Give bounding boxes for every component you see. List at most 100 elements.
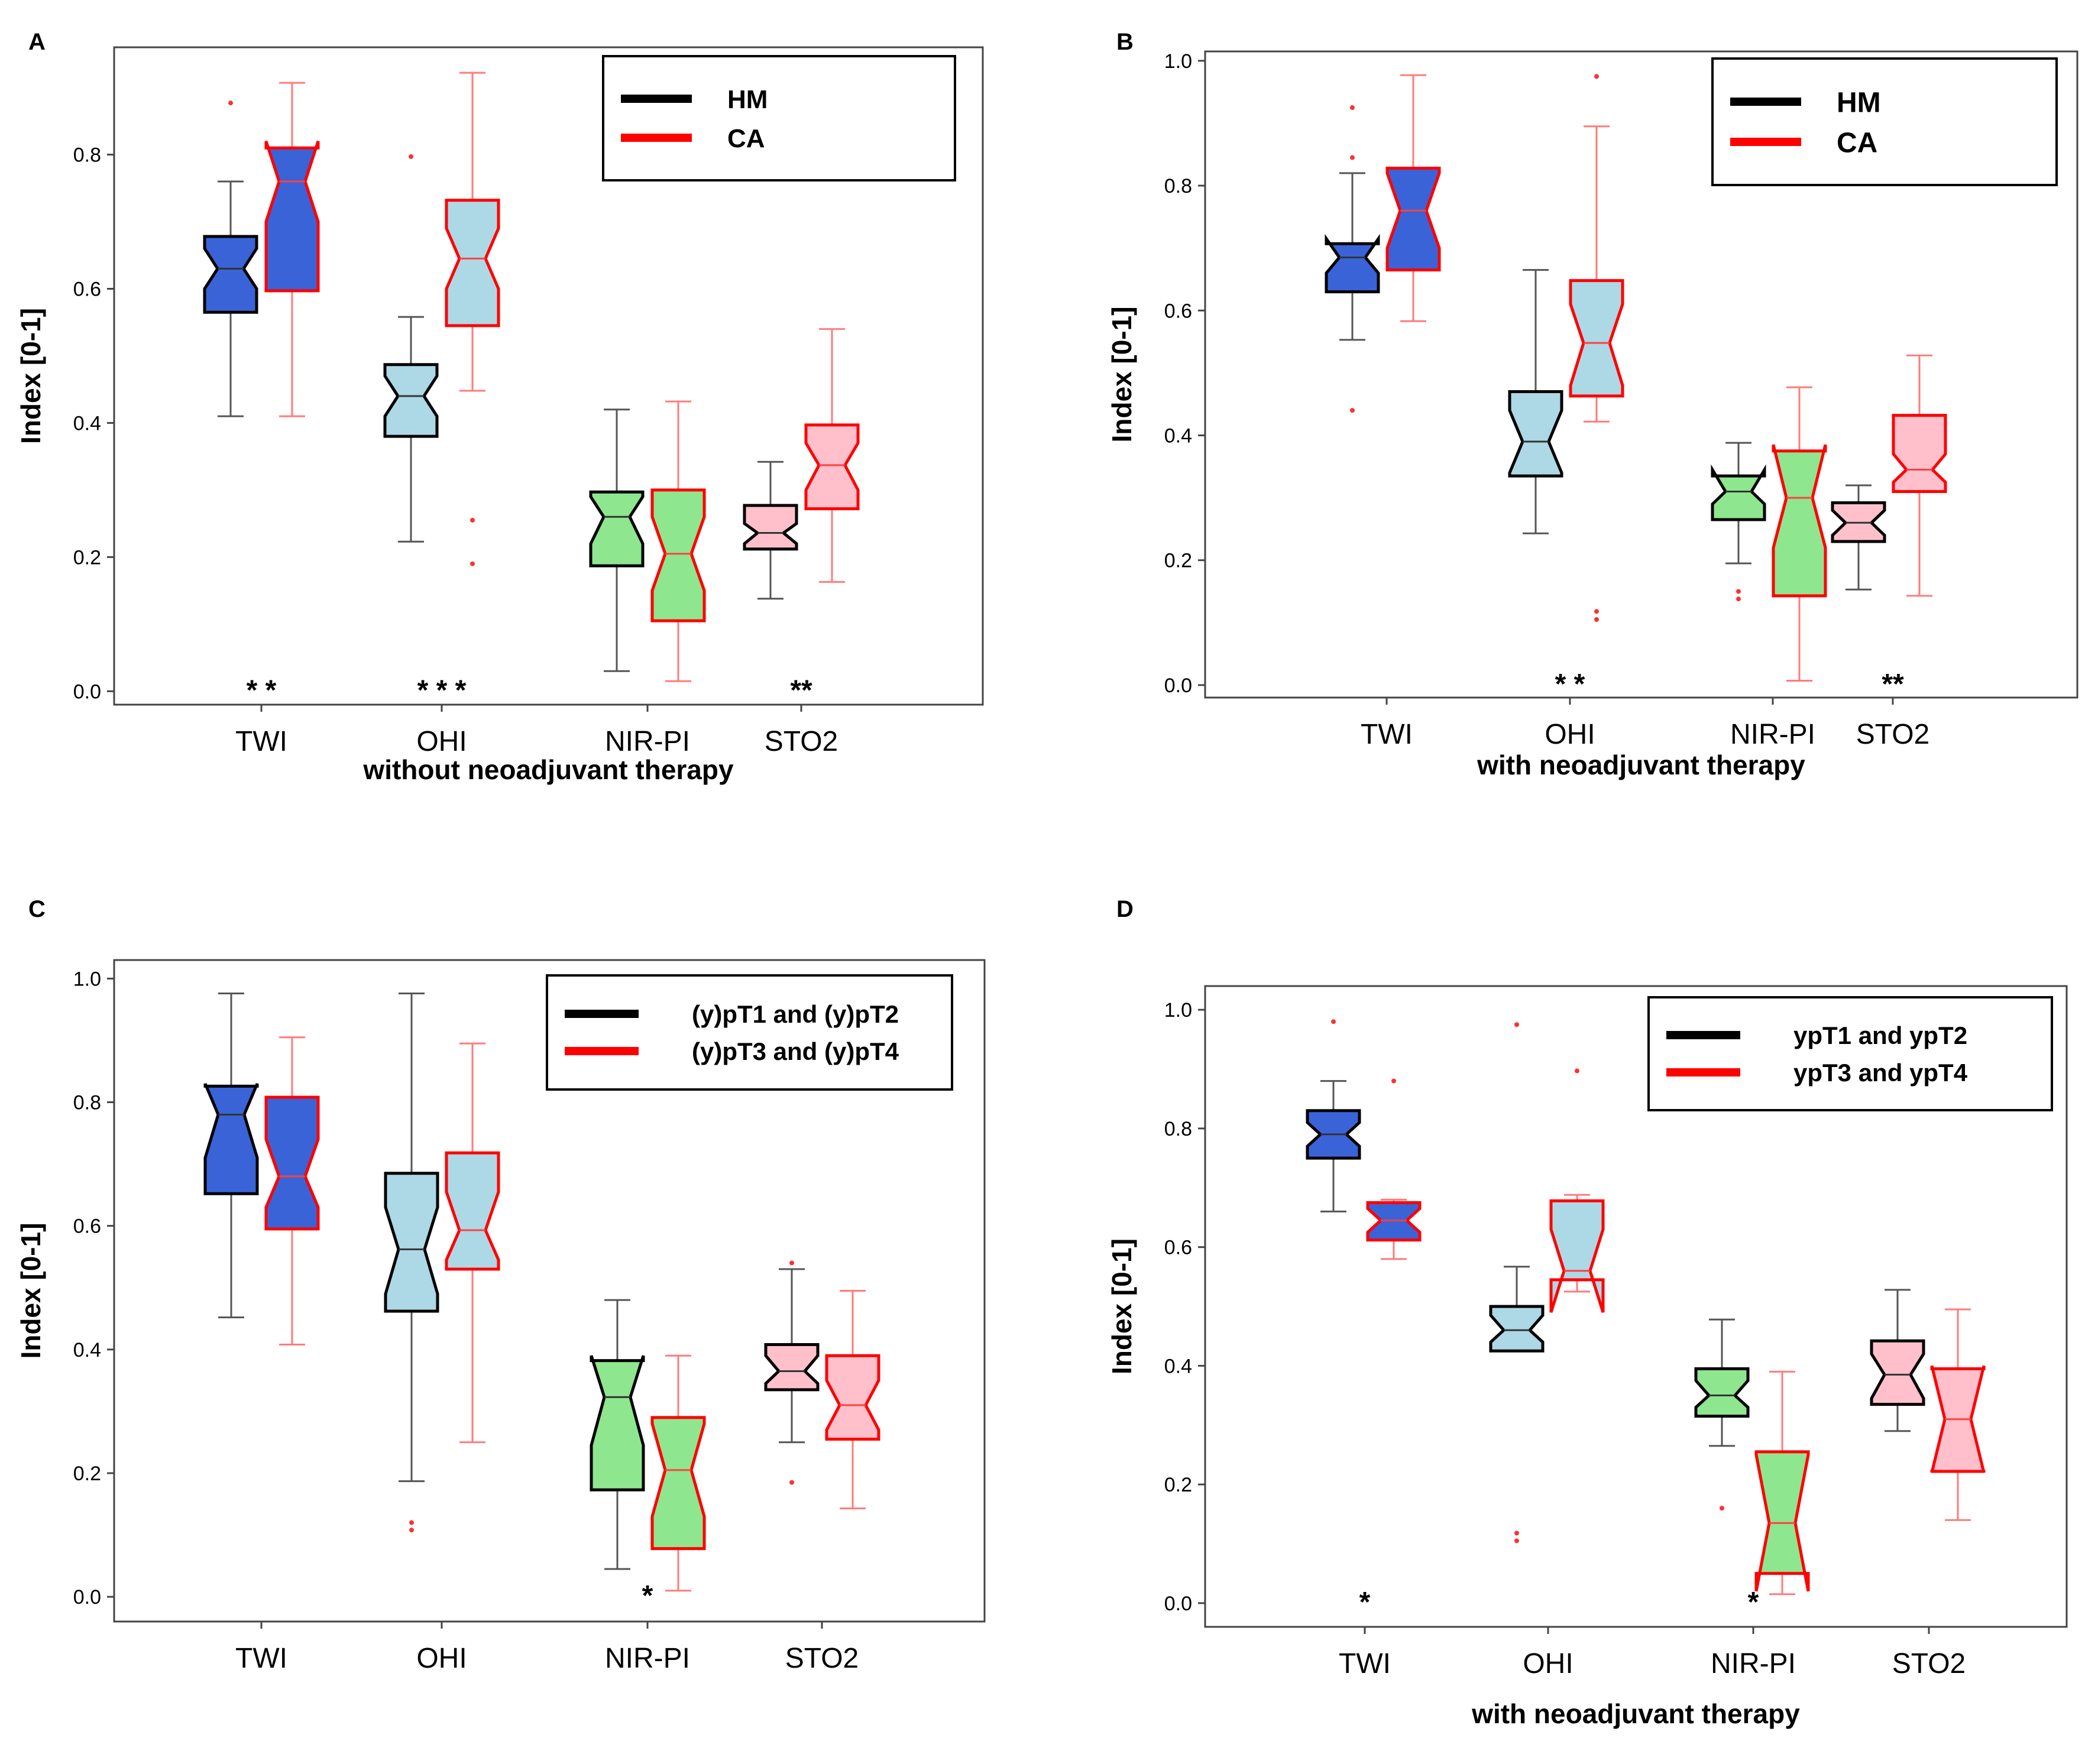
outlier-point: [1736, 596, 1741, 602]
outlier-point: [1514, 1022, 1519, 1027]
y-tick-label: 0.2: [73, 1463, 101, 1485]
box-body: [1569, 279, 1624, 398]
y-tick-label: 0.4: [1164, 424, 1192, 447]
box-nir-pi-y-pt1-and-y-pt2: [590, 1299, 645, 1570]
outlier-point: [1594, 609, 1599, 614]
y-tick-label: 0.2: [1164, 550, 1192, 572]
x-tick-label: NIR-PI: [605, 1643, 690, 1674]
box-ohi-ca: [1569, 74, 1624, 622]
box-body: [203, 1083, 259, 1195]
box-twi-ca: [264, 82, 320, 417]
legend: ypT1 and ypT2 ypT3 and ypT4: [1647, 996, 2053, 1111]
outlier-point: [1350, 155, 1355, 160]
y-tick-label: 0.8: [73, 1092, 101, 1114]
box-body: [650, 1416, 706, 1551]
x-tick-label: TWI: [1361, 719, 1413, 750]
box-body: [825, 1354, 880, 1441]
y-tick-label: 0.8: [1164, 175, 1192, 197]
box-twi-ca: [1385, 74, 1441, 322]
box-nir-pi-ca: [650, 400, 706, 682]
panel-c: C 0.0 0.2 0.4 0.6 0.8 1.0 Index [0-1] TWI OHI NIR-…: [15, 896, 986, 1674]
panel-b-label: B: [1116, 29, 1134, 55]
box-body: [804, 423, 860, 511]
y-tick-label: 0.8: [73, 144, 101, 167]
x-axis-label: with neoadjuvant therapy: [1471, 1698, 1800, 1729]
outlier-point: [470, 517, 475, 523]
y-tick-label: 0.0: [1164, 675, 1192, 697]
box-twi-hm: [1325, 105, 1380, 413]
significance-marker: *: [1748, 1587, 1759, 1618]
box-nir-pi-ypt3-and-ypt4: [1754, 1370, 1810, 1596]
box-nir-pi-hm: [589, 408, 645, 672]
outlier-point: [1594, 74, 1599, 79]
y-tick-label: 1.0: [73, 968, 101, 990]
box-body: [1325, 234, 1380, 294]
box-body: [1549, 1199, 1605, 1313]
outlier-point: [789, 1480, 794, 1485]
legend-box: [546, 974, 953, 1091]
box-body: [445, 199, 500, 327]
x-tick-label: OHI: [1545, 719, 1595, 750]
x-tick-label: OHI: [1523, 1648, 1573, 1679]
y-axis-label: Index [0-1]: [1106, 306, 1137, 442]
panel-d-label: D: [1116, 896, 1134, 922]
box-sto2-ca: [1892, 354, 1947, 597]
legend-box: [1647, 996, 2053, 1111]
box-twi-ypt3-and-ypt4: [1366, 1078, 1422, 1260]
x-tick-label: STO2: [1892, 1648, 1966, 1679]
series-ca: [264, 72, 860, 682]
outlier-point: [789, 1260, 794, 1266]
box-twi-y-pt3-and-y-pt4: [264, 1036, 320, 1345]
x-tick-label: NIR-PI: [1711, 1648, 1796, 1679]
x-tick-label: OHI: [416, 726, 467, 757]
y-tick-label: 1.0: [1164, 999, 1192, 1022]
panel-a-label: A: [28, 29, 46, 55]
x-axis-label: without neoadjuvant therapy: [362, 754, 734, 785]
outlier-point: [1736, 589, 1741, 594]
outlier-point: [228, 100, 233, 106]
box-twi-ypt1-and-ypt2: [1306, 1019, 1361, 1212]
y-axis-label: Index [0-1]: [1106, 1238, 1137, 1374]
significance-marker: * * *: [417, 675, 467, 706]
box-sto2-y-pt3-and-y-pt4: [825, 1290, 880, 1510]
box-ohi-y-pt3-and-y-pt4: [445, 1042, 500, 1444]
legend-box: [1711, 57, 2058, 186]
box-nir-pi-y-pt3-and-y-pt4: [650, 1354, 706, 1592]
x-tick-label: STO2: [785, 1643, 859, 1674]
y-tick-label: 1.0: [1164, 50, 1192, 73]
series-ca: [1385, 74, 1947, 682]
y-tick-label: 0.6: [1164, 1237, 1192, 1259]
box-body: [383, 363, 439, 438]
legend: (y)pT1 and (y)pT2 (y)pT3 and (y)pT4: [546, 974, 953, 1091]
y-axis-label: Index [0-1]: [15, 308, 46, 444]
series-y-pt3-and-y-pt4: [264, 1036, 880, 1592]
panel-d: D 0.0 0.2 0.4 0.6 0.8 1.0 Index [0-1] TWI OHI NIR-…: [1106, 896, 2068, 1729]
box-ohi-ca: [445, 72, 500, 566]
box-ohi-hm: [383, 154, 439, 543]
y-tick-label: 0.2: [1164, 1474, 1192, 1496]
y-tick-label: 0.4: [73, 412, 101, 434]
box-sto2-hm: [743, 461, 798, 600]
outlier-point: [1331, 1019, 1336, 1024]
series-hm: [203, 100, 798, 672]
outlier-point: [1594, 617, 1599, 622]
outlier-point: [1514, 1538, 1519, 1543]
box-body: [743, 504, 798, 551]
x-tick-label: TWI: [235, 1643, 287, 1674]
legend: HM CA: [602, 55, 956, 181]
y-tick-label: 0.4: [1164, 1355, 1192, 1377]
x-tick-label: STO2: [1856, 719, 1930, 750]
y-tick-label: 0.0: [73, 1586, 101, 1609]
outlier-point: [1514, 1530, 1519, 1536]
series-hm: [1325, 105, 1886, 602]
box-body: [1385, 166, 1441, 272]
box-sto2-y-pt1-and-y-pt2: [764, 1260, 820, 1485]
box-nir-pi-ypt1-and-ypt2: [1694, 1318, 1750, 1511]
significance-marker: * *: [1555, 669, 1585, 700]
box-body: [1489, 1305, 1545, 1353]
box-body: [264, 1095, 320, 1231]
box-ohi-y-pt1-and-y-pt2: [384, 992, 439, 1533]
series-ypt1-and-ypt2: [1306, 1019, 1925, 1543]
outlier-point: [1575, 1068, 1579, 1074]
